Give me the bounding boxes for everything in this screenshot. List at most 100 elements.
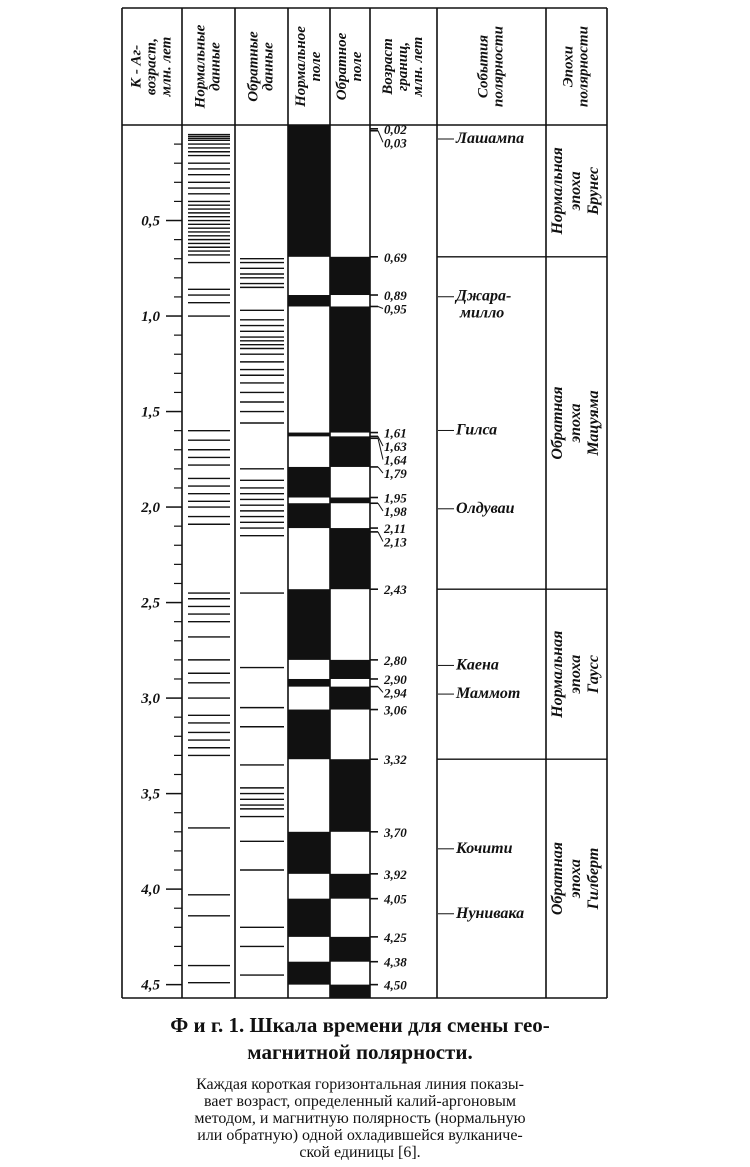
boundary-label: 2,13 — [383, 535, 407, 550]
caption-body-line: ской единицы [6]. — [299, 1144, 421, 1161]
reverse-interval — [330, 436, 370, 467]
column-header: границ, — [395, 42, 411, 91]
column-header: Нормальное — [293, 26, 309, 108]
age-tick-label: 1,0 — [141, 309, 160, 325]
event-label: Гилса — [455, 421, 497, 438]
event-label: Джара- — [454, 288, 511, 305]
epoch-label: Гилберт — [585, 848, 602, 911]
column-header: Обратные — [245, 31, 261, 102]
epoch-label: Мацуяма — [585, 390, 602, 456]
caption-body: Каждая короткая горизонтальная линия пок… — [100, 1076, 620, 1161]
age-tick-label: 3,0 — [140, 691, 160, 707]
boundary-label: 1,61 — [384, 426, 407, 441]
age-tick-label: 1,5 — [141, 405, 160, 421]
boundary-label: 2,11 — [383, 521, 406, 536]
caption-title-line: магнитной полярности. — [247, 1040, 473, 1064]
normal-interval — [288, 589, 330, 660]
boundary-label: 1,95 — [384, 491, 407, 506]
boundary-label: 4,38 — [383, 955, 407, 970]
column-header: К - Аг- — [128, 45, 144, 89]
reverse-interval — [330, 497, 370, 504]
epoch-label: эпоха — [567, 171, 584, 211]
event-label: милло — [459, 305, 504, 322]
boundary-label: 2,90 — [383, 672, 407, 687]
normal-interval — [288, 678, 330, 687]
caption: Ф и г. 1. Шкала времени для смены гео-ма… — [100, 1012, 620, 1161]
boundary-label: 1,98 — [384, 504, 407, 519]
boundary-leader — [377, 531, 384, 542]
column-header: данные — [207, 42, 223, 91]
epoch-label: Гаусс — [585, 655, 602, 694]
caption-body-line: или обратную) одной охладившейся вулкани… — [197, 1127, 523, 1144]
age-tick-label: 0,5 — [141, 214, 160, 230]
normal-interval — [288, 709, 330, 760]
boundary-label: 2,94 — [383, 685, 407, 700]
column-header: Обратное — [334, 32, 350, 100]
boundary-label: 4,25 — [383, 930, 407, 945]
normal-interval — [288, 831, 330, 874]
age-tick-label: 4,0 — [140, 882, 160, 898]
normal-interval — [288, 898, 330, 937]
normal-interval — [288, 432, 330, 437]
column-header: полярности — [575, 26, 591, 107]
epoch-label: Нормальная — [549, 631, 566, 719]
event-label: Нунивака — [455, 905, 524, 922]
column-header: События — [475, 35, 491, 99]
age-tick-label: 3,5 — [140, 787, 160, 803]
epoch-label: Обратная — [549, 842, 566, 915]
event-label: Кочити — [455, 840, 513, 857]
boundary-leader — [377, 130, 384, 143]
caption-body-line: методом, и магнитную полярность (нормаль… — [194, 1110, 526, 1127]
boundary-label: 0,02 — [384, 122, 407, 137]
column-header: полярности — [490, 26, 506, 107]
boundary-leader — [377, 466, 384, 474]
boundary-leader — [377, 438, 384, 460]
reverse-interval — [330, 686, 370, 710]
boundary-label: 4,50 — [383, 978, 407, 993]
boundary-label: 0,89 — [384, 288, 407, 303]
column-header: Возраст — [380, 38, 396, 95]
reverse-interval — [330, 256, 370, 296]
boundary-label: 0,69 — [384, 250, 407, 265]
column-header: млн. лет — [158, 37, 174, 98]
age-tick-label: 4,5 — [140, 978, 160, 994]
event-label: Маммот — [455, 685, 520, 702]
column-header: поле — [308, 51, 324, 81]
boundary-leader — [377, 306, 384, 309]
boundary-label: 4,05 — [383, 892, 407, 907]
reverse-interval — [330, 659, 370, 679]
epoch-label: эпоха — [567, 655, 584, 695]
boundary-label: 2,80 — [383, 653, 407, 668]
caption-title-line: Ф и г. 1. Шкала времени для смены гео- — [170, 1013, 550, 1037]
boundary-label: 0,03 — [384, 135, 407, 150]
caption-body-line: вает возраст, определенный калий-аргонов… — [204, 1093, 516, 1110]
normal-interval — [288, 125, 330, 257]
boundary-label: 2,43 — [383, 582, 407, 597]
epoch-label: Обратная — [549, 386, 566, 459]
boundary-leader — [377, 436, 384, 447]
epoch-label: Нормальная — [549, 147, 566, 235]
epoch-label: эпоха — [567, 403, 584, 443]
normal-interval — [288, 961, 330, 985]
boundary-label: 0,95 — [384, 302, 407, 317]
column-header: данные — [260, 42, 276, 91]
caption-body-line: Каждая короткая горизонтальная линия пок… — [196, 1076, 524, 1093]
event-label: Каена — [455, 656, 499, 673]
column-header: млн. лет — [410, 37, 426, 98]
event-label: Олдуваи — [456, 500, 515, 517]
event-label: Лашампа — [455, 130, 524, 147]
reverse-interval — [330, 306, 370, 433]
boundary-label: 1,64 — [384, 453, 407, 468]
figure: К - Аг-возраст, млн. лет Нормальные данные О… — [121, 7, 608, 999]
normal-interval — [288, 295, 330, 307]
boundary-label: 3,92 — [383, 867, 407, 882]
boundary-label: 1,63 — [384, 439, 407, 454]
epoch-label: Брунес — [585, 167, 602, 216]
column-header: Нормальные — [192, 24, 208, 109]
reverse-interval — [330, 984, 370, 998]
age-tick-label: 2,0 — [140, 500, 160, 516]
reverse-interval — [330, 759, 370, 832]
age-tick-label: 2,5 — [140, 596, 160, 612]
boundary-leader — [377, 686, 384, 693]
